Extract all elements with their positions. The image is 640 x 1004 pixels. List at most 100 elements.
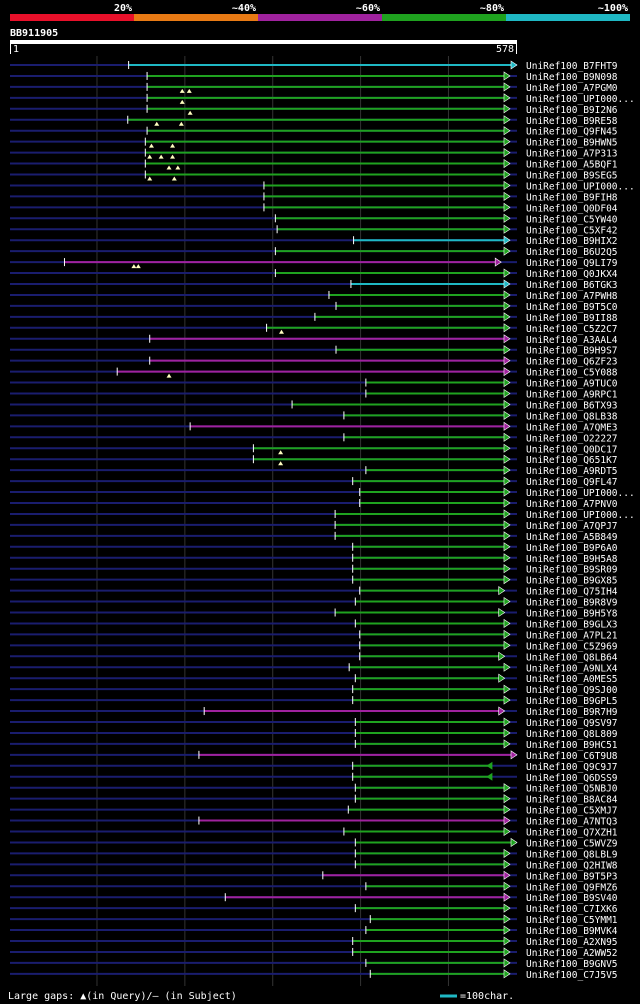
- query-gap-marker: [178, 121, 184, 126]
- hit-label: UniRef100_B9RE58: [526, 116, 618, 127]
- hit-arrow: [503, 596, 511, 607]
- hit-label: UniRef100_B9SEG5: [526, 171, 618, 182]
- hit-row: UniRef100_Q9SJ00: [10, 684, 618, 696]
- hit-label: UniRef100_Q7XZH1: [526, 828, 618, 839]
- hit-label: UniRef100_C5XMJ7: [526, 806, 618, 817]
- hit-arrow: [503, 575, 511, 585]
- hit-arrow: [503, 509, 511, 519]
- hit-arrow: [498, 586, 506, 596]
- hit-row: UniRef100_A7PNV0: [10, 498, 618, 510]
- legend-bar-2: [258, 14, 382, 21]
- hit-arrow: [503, 202, 511, 212]
- hit-arrow: [503, 728, 511, 738]
- hit-arrow: [503, 815, 511, 826]
- hit-row: UniRef100_B9MVK4: [10, 925, 618, 937]
- hit-row: UniRef100_C5Z969: [10, 640, 618, 652]
- hit-row: UniRef100_B9R7H9: [10, 706, 618, 718]
- hit-arrow: [486, 772, 493, 781]
- query-gap-marker: [179, 99, 185, 104]
- hit-label: UniRef100_A7PGM0: [526, 83, 618, 94]
- hit-row: UniRef100_Q8L809: [10, 728, 618, 740]
- hit-label: UniRef100_B7FHT9: [526, 61, 618, 72]
- hit-label: UniRef100_Q8L809: [526, 729, 618, 740]
- ruler-end-label: 578: [496, 44, 514, 55]
- hit-arrow: [498, 706, 506, 716]
- grid-lines: [96, 56, 449, 986]
- hit-arrow: [503, 958, 511, 968]
- hit-row: UniRef100_Q2HIW8: [10, 859, 618, 871]
- hit-arrow: [503, 848, 511, 858]
- footer: Large gaps: ▲(in Query)/— (in Subject) =…: [8, 991, 514, 1002]
- hit-label: UniRef100_Q5NBJ0: [526, 784, 618, 795]
- query-gap-marker: [131, 264, 137, 269]
- hit-arrow: [510, 60, 518, 70]
- query-gap-marker: [186, 88, 192, 93]
- hit-label: UniRef100_A9RPC1: [526, 390, 618, 401]
- hit-arrow: [503, 104, 511, 114]
- hit-label: UniRef100_Q6ZF23: [526, 357, 618, 368]
- hit-arrow: [503, 717, 511, 727]
- hit-row: UniRef100_B9GLX3: [10, 618, 618, 630]
- hit-row: UniRef100_B9N098: [10, 71, 618, 83]
- hit-row: UniRef100_C5XMJ7: [10, 805, 618, 817]
- hit-arrow: [503, 947, 511, 957]
- hit-row: UniRef100_UPI000...: [10, 93, 635, 105]
- hit-row: UniRef100_B9GX85: [10, 575, 618, 587]
- hit-row: UniRef100_B9GPL5: [10, 695, 618, 707]
- query-gap-marker: [187, 110, 193, 115]
- hit-row: UniRef100_A5B849: [10, 531, 618, 543]
- hit-arrow: [503, 126, 511, 136]
- hit-label: UniRef100_Q9FMZ6: [526, 882, 618, 893]
- hit-row: UniRef100_Q9LI79: [10, 257, 618, 269]
- hit-label: UniRef100_B8AC84: [526, 795, 618, 806]
- hit-arrow: [503, 794, 511, 804]
- hit-label: UniRef100_B9R8V9: [526, 598, 618, 609]
- hit-row: UniRef100_Q8LBL9: [10, 848, 618, 860]
- hit-label: UniRef100_A7P313: [526, 149, 618, 160]
- query-gap-marker: [166, 373, 172, 378]
- hit-arrow: [503, 93, 511, 103]
- hit-label: UniRef100_C5Z969: [526, 641, 618, 652]
- hit-row: UniRef100_B6TX93: [10, 399, 618, 411]
- hit-label: UniRef100_C5WVZ9: [526, 838, 618, 849]
- hit-row: UniRef100_C7J5V5: [10, 969, 618, 981]
- hit-label: UniRef100_B9P6A0: [526, 543, 618, 554]
- hit-label: UniRef100_C7J5V5: [526, 970, 618, 981]
- hit-row: UniRef100_UPI000...: [10, 509, 635, 521]
- query-gap-marker: [279, 329, 285, 334]
- hit-row: UniRef100_O22227: [10, 432, 618, 444]
- hit-row: UniRef100_C6T9U8: [10, 750, 618, 762]
- hit-label: UniRef100_Q9SJ00: [526, 685, 618, 696]
- hit-label: UniRef100_B9I2N6: [526, 105, 618, 116]
- hit-arrow: [503, 739, 511, 749]
- hit-arrow: [503, 859, 511, 869]
- hit-label: UniRef100_Q9C9J7: [526, 762, 618, 773]
- query-gap-marker: [166, 165, 172, 170]
- hit-arrow: [503, 881, 511, 891]
- hit-label: UniRef100_B6TGK3: [526, 280, 618, 291]
- query-gap-marker: [158, 154, 164, 159]
- hit-arrow: [503, 377, 511, 388]
- query-gap-marker: [147, 176, 153, 181]
- hit-label: UniRef100_B9GLX3: [526, 619, 618, 630]
- hit-arrow: [503, 334, 511, 344]
- hit-label: UniRef100_A5BQF1: [526, 160, 618, 171]
- hit-label: UniRef100_B9SR09: [526, 565, 618, 576]
- hit-row: UniRef100_Q8LB64: [10, 651, 618, 663]
- hit-row: UniRef100_B9FIH8: [10, 191, 618, 203]
- hit-arrow: [503, 246, 511, 256]
- hit-arrow: [503, 443, 511, 453]
- hit-label: UniRef100_UPI000...: [526, 488, 635, 499]
- hit-label: UniRef100_B9T5P3: [526, 871, 618, 882]
- hit-arrow: [503, 268, 511, 278]
- hit-label: UniRef100_Q9SV97: [526, 718, 618, 729]
- legend-label-3: ~80%: [480, 3, 504, 14]
- hit-row: UniRef100_A7QPJ7: [10, 520, 618, 532]
- hit-row: UniRef100_C5Z2C7: [10, 323, 618, 335]
- hit-label: UniRef100_Q9FL47: [526, 477, 618, 488]
- hit-row: UniRef100_C7IXK6: [10, 903, 618, 915]
- scale-label: =100char.: [460, 991, 514, 1002]
- hit-arrow: [503, 224, 511, 234]
- hit-arrow: [503, 476, 511, 486]
- hit-label: UniRef100_C5YMM1: [526, 915, 618, 926]
